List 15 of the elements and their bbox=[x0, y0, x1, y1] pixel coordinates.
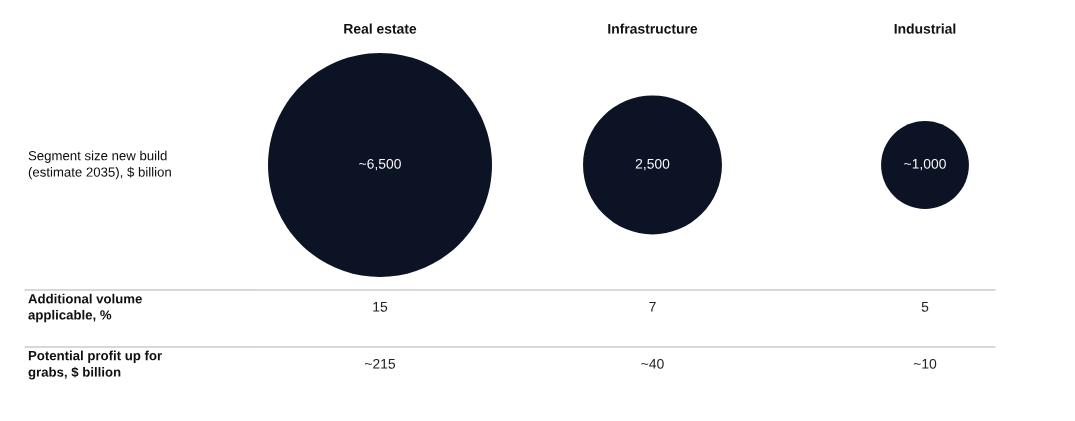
category-label: Infrastructure bbox=[608, 23, 698, 34]
data-label: 15 bbox=[373, 302, 388, 312]
text: Segment size new build (estimate 2035), $ billion bbox=[28, 150, 171, 180]
category-label: Industrial bbox=[894, 23, 956, 34]
data-label: ~10 bbox=[913, 358, 937, 369]
data-label: 5 bbox=[921, 302, 929, 312]
text: Additional volume applicable, % bbox=[28, 293, 142, 323]
data-label: 2,500 bbox=[635, 158, 670, 171]
data-label: ~40 bbox=[641, 358, 664, 369]
category-label: Real estate bbox=[344, 23, 417, 34]
text: Potential profit up for grabs, $ billion bbox=[28, 350, 162, 380]
data-label: 7 bbox=[649, 302, 656, 312]
data-label: ~1,000 bbox=[904, 158, 946, 171]
data-label: ~6,500 bbox=[359, 158, 401, 171]
data-label: ~215 bbox=[364, 358, 396, 369]
